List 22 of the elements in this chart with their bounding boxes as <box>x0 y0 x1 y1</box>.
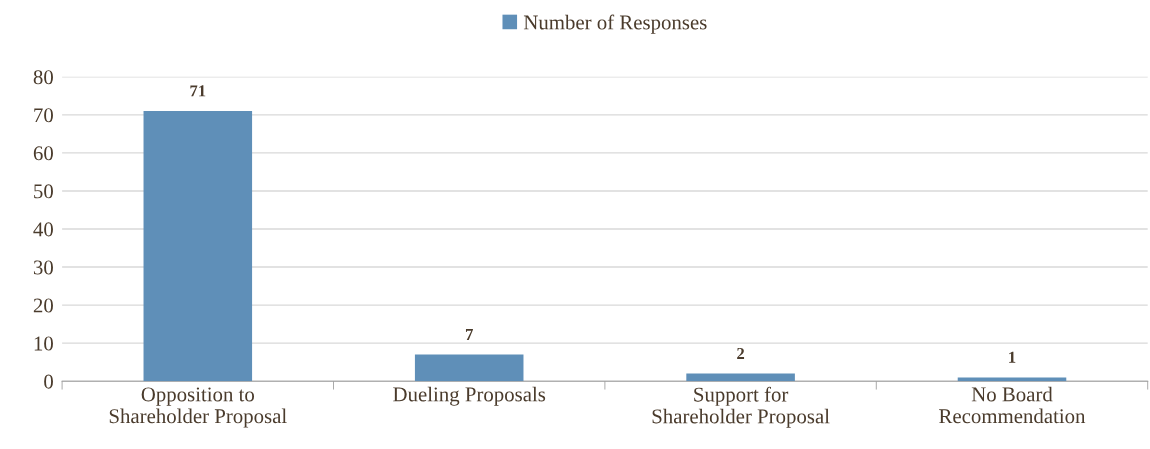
y-tick-label: 50 <box>34 184 53 199</box>
y-tick-label: 10 <box>34 336 53 351</box>
bar <box>686 373 795 382</box>
y-tick-label: 0 <box>44 374 53 389</box>
x-tick-label: Opposition to Shareholder Proposal <box>109 387 287 428</box>
data-label: 1 <box>1009 351 1016 363</box>
y-tick-label: 60 <box>33 146 53 161</box>
y-tick-label: 40 <box>33 222 53 237</box>
x-tick-label: No Board Recommendation <box>939 386 1086 424</box>
y-tick-label: 30 <box>33 260 53 275</box>
bar <box>957 377 1067 382</box>
y-tick-label: 20 <box>33 298 53 313</box>
data-label: 2 <box>737 347 745 359</box>
x-tick-label: Support for Shareholder Proposal <box>652 386 830 428</box>
data-label: 7 <box>465 328 473 340</box>
x-tick-label: Dueling Proposals <box>393 386 546 406</box>
legend-label: Number of Responses <box>523 14 707 34</box>
data-label: 71 <box>190 85 206 97</box>
bar <box>143 111 253 382</box>
y-tick-label: 70 <box>34 108 53 123</box>
bar <box>414 354 524 382</box>
y-tick-label: 80 <box>33 70 53 85</box>
